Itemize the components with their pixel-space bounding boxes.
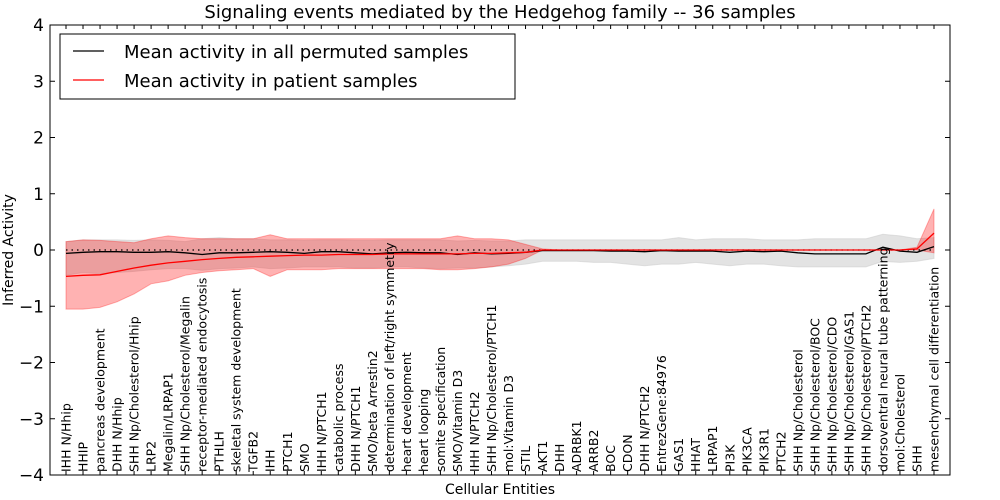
- band-mean-activity-in-patient-samples: [65, 208, 935, 310]
- x-tick-label: SMO/beta Arrestin2: [365, 350, 380, 472]
- plot-area: [65, 208, 935, 310]
- x-tick-label: DHH N/PTCH2: [637, 386, 652, 472]
- y-tick-label: 4: [33, 16, 44, 36]
- x-tick-label: SHH Np/Cholesterol/GAS1: [841, 311, 856, 472]
- y-tick-label: 1: [33, 185, 44, 205]
- y-axis-label: Inferred Activity: [1, 194, 17, 306]
- legend-label-permuted: Mean activity in all permuted samples: [124, 42, 468, 63]
- x-tick-label: determination of left/right symmetry: [382, 242, 397, 472]
- x-tick-label: ARRB2: [586, 430, 601, 472]
- y-tick-label: −4: [19, 466, 44, 486]
- x-axis-label: Cellular Entities: [445, 482, 555, 498]
- x-tick-label: HHAT: [688, 438, 703, 472]
- x-tick-label: STIL: [518, 446, 533, 472]
- x-tick-label: dorsoventral neural tube patterning: [875, 248, 890, 473]
- x-tick-label: somite specification: [433, 347, 448, 472]
- chart-title: Signaling events mediated by the Hedgeho…: [204, 2, 795, 23]
- x-tick-label: CDON: [620, 434, 635, 472]
- x-tick-label: DHH N/PTCH1: [348, 386, 363, 472]
- x-tick-label: catabolic process: [331, 363, 346, 472]
- legend-label-patient: Mean activity in patient samples: [124, 71, 418, 92]
- x-tick-label: ADRBK1: [569, 420, 584, 472]
- x-tick-label: GAS1: [671, 438, 686, 472]
- x-tick-label: PTHLH: [212, 431, 227, 472]
- x-tick-label: SHH Np/Cholesterol/CDO: [824, 317, 839, 472]
- x-tick-label: SMO: [297, 443, 312, 472]
- x-tick-label: SHH Np/Cholesterol/BOC: [807, 318, 822, 472]
- x-tick-label: SMO/Vitamin D3: [450, 370, 465, 472]
- x-tick-label: SHH Np/Cholesterol: [790, 349, 805, 472]
- x-tick-label: IHH: [263, 450, 278, 473]
- x-tick-label: mol:Cholesterol: [893, 374, 908, 472]
- x-tick-label: skeletal system development: [229, 288, 244, 472]
- x-tick-label: DHH N/Hhip: [110, 397, 125, 472]
- x-tick-label: PIK3CA: [739, 427, 754, 472]
- x-tick-label: SHH Np/Cholesterol/Megalin: [178, 296, 193, 472]
- x-tick-label: SHH Np/Cholesterol/PTCH2: [858, 305, 873, 473]
- x-tick-label: IHH N/Hhip: [59, 403, 74, 472]
- y-tick-label: −1: [19, 297, 44, 317]
- x-tick-label: HHIP: [76, 442, 91, 472]
- x-tick-label: SHH Np/Cholesterol/PTCH1: [484, 305, 499, 473]
- x-tick-label: heart development: [399, 352, 414, 472]
- x-tick-label: LRP2: [144, 441, 159, 472]
- band-mean-activity-in-all-permuted-samples: [65, 233, 935, 276]
- x-tick-label: LRPAP1: [705, 426, 720, 472]
- legend: Mean activity in all permuted samples Me…: [59, 33, 516, 100]
- x-tick-label: mol:Vitamin D3: [501, 375, 516, 472]
- line-mean-activity-in-patient-samples: [65, 232, 935, 278]
- y-tick-label: 2: [33, 129, 44, 149]
- x-tick-label: receptor-mediated endocytosis: [195, 278, 210, 472]
- y-tick-label: 0: [33, 241, 44, 261]
- x-tick-label: BOC: [603, 445, 618, 472]
- x-tick-label: heart looping: [416, 389, 431, 472]
- x-tick-label: SHH Np/Cholesterol/Hhip: [127, 316, 142, 472]
- x-tick-label: TGFB2: [246, 431, 261, 473]
- x-tick-label: SHH: [910, 445, 925, 472]
- x-tick-label: PIK3R1: [756, 428, 771, 472]
- y-tick-label: −2: [19, 354, 44, 374]
- x-tick-label: IHH N/PTCH2: [467, 391, 482, 472]
- x-tick-label: Megalin/LRPAP1: [161, 372, 176, 472]
- x-tick-label: pancreas development: [93, 328, 108, 472]
- x-tick-label: DHH: [552, 444, 567, 472]
- x-tick-label: mesenchymal cell differentiation: [927, 267, 942, 472]
- x-tick-label: PI3K: [722, 444, 737, 472]
- x-tick-label: IHH N/PTCH1: [314, 391, 329, 472]
- x-tick-label: EntrezGene:84976: [654, 355, 669, 472]
- y-tick-label: −3: [19, 410, 44, 430]
- legend-box: [59, 33, 516, 100]
- x-tick-label: AKT1: [535, 441, 550, 472]
- y-tick-label: 3: [33, 72, 44, 92]
- x-tick-label: PTCH2: [773, 431, 788, 472]
- x-tick-label: PTCH1: [280, 431, 295, 472]
